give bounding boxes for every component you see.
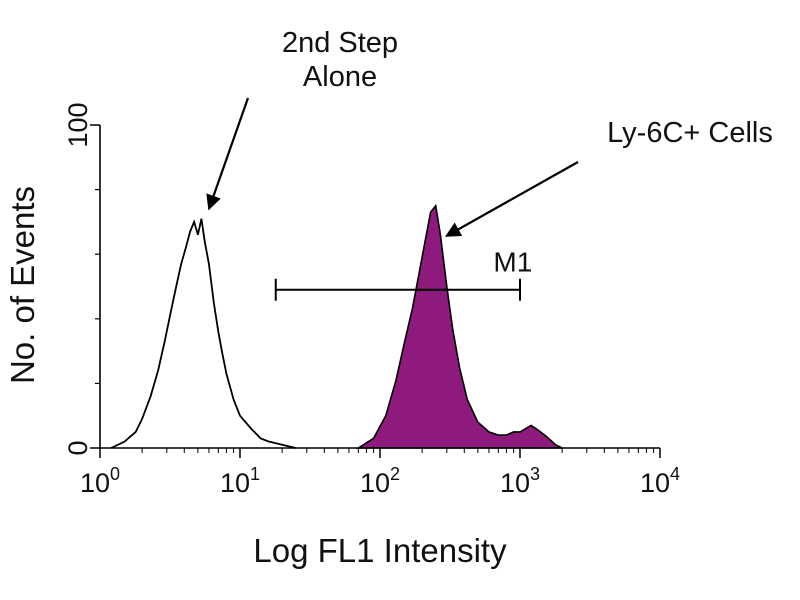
x-tick-label: 103: [500, 464, 540, 498]
marker-layer: M1: [274, 247, 532, 301]
x-tick-label: 102: [360, 464, 400, 498]
y-tick-label: 0: [63, 440, 93, 455]
y-axis-label: No. of Events: [4, 186, 41, 384]
arrow-ly6c-cells: [445, 161, 579, 238]
x-tick-label: 101: [220, 464, 260, 498]
marker-label: M1: [493, 247, 532, 278]
series-filled-area: [355, 203, 563, 449]
series-outline: [110, 218, 296, 449]
axes-layer: 0 100 100 101 102 103 104: [63, 102, 680, 498]
y-tick-label: 100: [63, 102, 93, 147]
annotation-2nd-step-alone: 2nd Step Alone: [282, 27, 398, 93]
arrow-2nd-step-alone: [206, 97, 250, 211]
x-tick-label: 100: [80, 464, 120, 498]
x-tick-label: 104: [640, 464, 680, 498]
annotation-ly6c-cells: Ly-6C+ Cells: [607, 117, 773, 149]
annotation-layer: 2nd Step Alone Ly-6C+ Cells: [206, 27, 773, 238]
x-axis-label: Log FL1 Intensity: [253, 532, 507, 569]
series-layer: [110, 203, 563, 449]
